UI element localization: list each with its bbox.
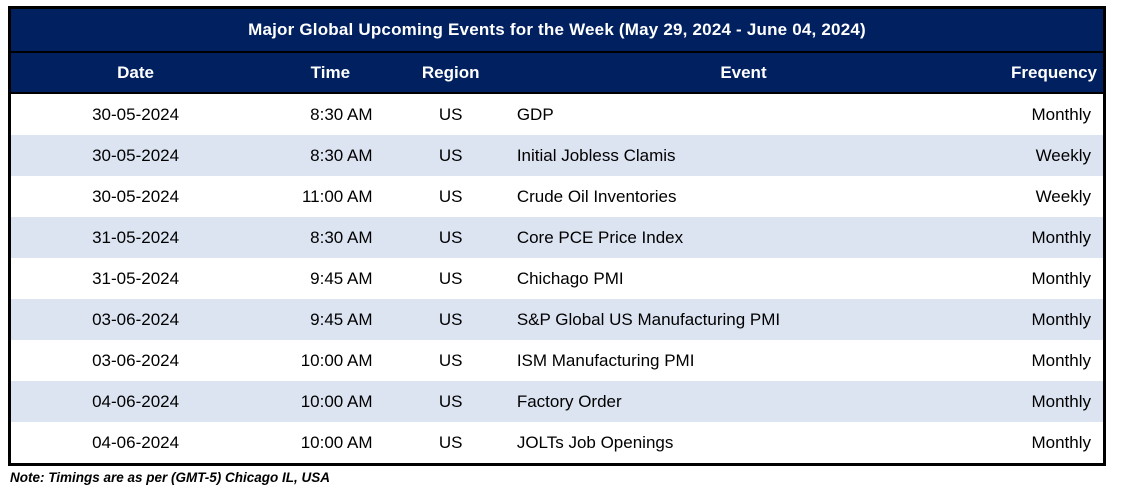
cell-frequency: Weekly bbox=[986, 176, 1105, 217]
cell-frequency: Monthly bbox=[986, 381, 1105, 422]
events-table: Major Global Upcoming Events for the Wee… bbox=[8, 6, 1106, 466]
cell-frequency: Monthly bbox=[986, 93, 1105, 135]
cell-date: 31-05-2024 bbox=[9, 258, 261, 299]
cell-date: 30-05-2024 bbox=[9, 176, 261, 217]
cell-time: 10:00 AM bbox=[260, 381, 401, 422]
cell-frequency: Monthly bbox=[986, 258, 1105, 299]
table-row: 31-05-2024 9:45 AM US Chichago PMI Month… bbox=[9, 258, 1105, 299]
cell-date: 03-06-2024 bbox=[9, 299, 261, 340]
cell-date: 30-05-2024 bbox=[9, 135, 261, 176]
cell-frequency: Monthly bbox=[986, 217, 1105, 258]
cell-time: 9:45 AM bbox=[260, 258, 401, 299]
cell-time: 11:00 AM bbox=[260, 176, 401, 217]
cell-region: US bbox=[400, 135, 501, 176]
table-row: 30-05-2024 11:00 AM US Crude Oil Invento… bbox=[9, 176, 1105, 217]
cell-region: US bbox=[400, 299, 501, 340]
cell-date: 04-06-2024 bbox=[9, 381, 261, 422]
cell-date: 31-05-2024 bbox=[9, 217, 261, 258]
cell-event: Chichago PMI bbox=[500, 258, 987, 299]
cell-event: S&P Global US Manufacturing PMI bbox=[500, 299, 987, 340]
column-header-date: Date bbox=[9, 52, 261, 94]
cell-time: 10:00 AM bbox=[260, 340, 401, 381]
cell-event: Initial Jobless Clamis bbox=[500, 135, 987, 176]
cell-frequency: Monthly bbox=[986, 422, 1105, 465]
cell-date: 03-06-2024 bbox=[9, 340, 261, 381]
cell-region: US bbox=[400, 217, 501, 258]
table-row: 31-05-2024 8:30 AM US Core PCE Price Ind… bbox=[9, 217, 1105, 258]
cell-time: 8:30 AM bbox=[260, 93, 401, 135]
table-row: 04-06-2024 10:00 AM US JOLTs Job Opening… bbox=[9, 422, 1105, 465]
table-row: 30-05-2024 8:30 AM US GDP Monthly bbox=[9, 93, 1105, 135]
table-row: 03-06-2024 10:00 AM US ISM Manufacturing… bbox=[9, 340, 1105, 381]
table-row: 04-06-2024 10:00 AM US Factory Order Mon… bbox=[9, 381, 1105, 422]
cell-event: GDP bbox=[500, 93, 987, 135]
cell-region: US bbox=[400, 340, 501, 381]
cell-frequency: Weekly bbox=[986, 135, 1105, 176]
table-body: 30-05-2024 8:30 AM US GDP Monthly 30-05-… bbox=[9, 93, 1105, 465]
column-header-row: Date Time Region Event Frequency bbox=[9, 52, 1105, 94]
footnote: Note: Timings are as per (GMT-5) Chicago… bbox=[10, 470, 331, 485]
cell-event: JOLTs Job Openings bbox=[500, 422, 987, 465]
column-header-frequency: Frequency bbox=[986, 52, 1105, 94]
table-row: 03-06-2024 9:45 AM US S&P Global US Manu… bbox=[9, 299, 1105, 340]
cell-frequency: Monthly bbox=[986, 340, 1105, 381]
cell-frequency: Monthly bbox=[986, 299, 1105, 340]
cell-event: Crude Oil Inventories bbox=[500, 176, 987, 217]
cell-time: 10:00 AM bbox=[260, 422, 401, 465]
cell-date: 30-05-2024 bbox=[9, 93, 261, 135]
column-header-event: Event bbox=[500, 52, 987, 94]
cell-event: Core PCE Price Index bbox=[500, 217, 987, 258]
cell-time: 8:30 AM bbox=[260, 135, 401, 176]
cell-region: US bbox=[400, 258, 501, 299]
cell-region: US bbox=[400, 422, 501, 465]
table-title: Major Global Upcoming Events for the Wee… bbox=[9, 7, 1105, 53]
cell-event: ISM Manufacturing PMI bbox=[500, 340, 987, 381]
title-row: Major Global Upcoming Events for the Wee… bbox=[9, 7, 1105, 53]
cell-time: 8:30 AM bbox=[260, 217, 401, 258]
cell-region: US bbox=[400, 93, 501, 135]
table-row: 30-05-2024 8:30 AM US Initial Jobless Cl… bbox=[9, 135, 1105, 176]
cell-date: 04-06-2024 bbox=[9, 422, 261, 465]
cell-event: Factory Order bbox=[500, 381, 987, 422]
column-header-time: Time bbox=[260, 52, 401, 94]
column-header-region: Region bbox=[400, 52, 501, 94]
cell-time: 9:45 AM bbox=[260, 299, 401, 340]
cell-region: US bbox=[400, 381, 501, 422]
cell-region: US bbox=[400, 176, 501, 217]
